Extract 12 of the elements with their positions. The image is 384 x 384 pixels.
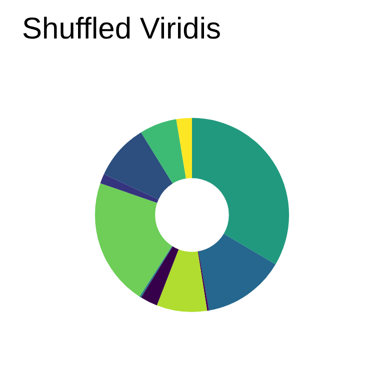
donut-slice bbox=[141, 119, 186, 184]
donut-slice bbox=[198, 234, 276, 310]
donut-slice bbox=[104, 132, 173, 200]
donut-slice bbox=[192, 118, 289, 264]
donut-slice bbox=[176, 118, 192, 179]
donut-slice bbox=[198, 251, 209, 311]
donut-slice bbox=[139, 246, 173, 298]
donut-slice bbox=[100, 174, 159, 203]
donut-slice bbox=[156, 249, 208, 312]
chart-title: Shuffled Viridis bbox=[22, 12, 222, 46]
donut-slice bbox=[94, 183, 172, 297]
donut-slice bbox=[141, 246, 179, 306]
